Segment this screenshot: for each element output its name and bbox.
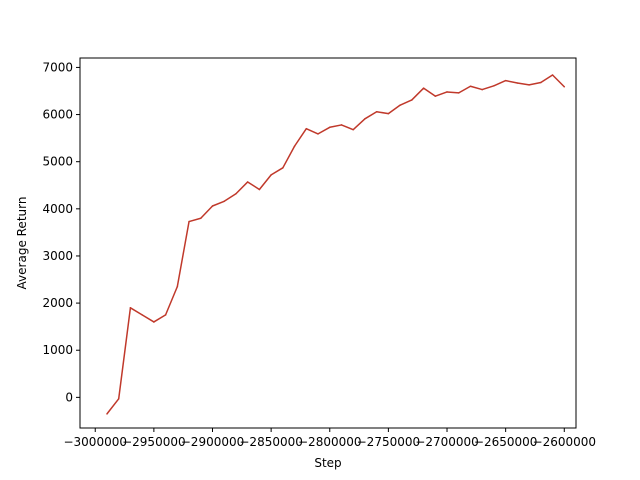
data-point xyxy=(246,181,249,183)
data-point xyxy=(305,127,308,130)
x-tick-label: −2800000 xyxy=(298,435,362,449)
data-point xyxy=(317,133,319,135)
data-point xyxy=(446,91,448,93)
data-point xyxy=(504,79,507,82)
x-tick-label: −2950000 xyxy=(122,435,186,449)
data-point xyxy=(364,118,366,120)
data-point xyxy=(223,200,225,203)
data-point xyxy=(141,314,143,316)
data-point xyxy=(106,413,108,415)
x-tick-label: −2650000 xyxy=(474,435,538,449)
data-point xyxy=(516,82,519,84)
data-point xyxy=(375,110,378,113)
data-point xyxy=(329,126,331,129)
data-point xyxy=(563,86,566,88)
data-point xyxy=(258,188,261,191)
data-point xyxy=(164,314,167,316)
data-point xyxy=(117,398,120,400)
data-point xyxy=(434,95,437,97)
data-point xyxy=(469,85,472,88)
y-tick-label: 6000 xyxy=(42,108,73,122)
x-tick-label: −3000000 xyxy=(63,435,127,449)
y-tick-label: 0 xyxy=(65,390,73,404)
data-point xyxy=(387,112,390,115)
data-point xyxy=(411,99,413,101)
x-axis-label: Step xyxy=(314,456,341,470)
data-point xyxy=(176,285,179,288)
data-point xyxy=(457,92,460,94)
series-line-average-return xyxy=(106,74,565,415)
data-point xyxy=(352,128,354,131)
x-tick-label: −2750000 xyxy=(357,435,421,449)
y-tick-label: 7000 xyxy=(42,60,73,74)
y-tick-label: 5000 xyxy=(42,155,73,169)
x-tick-label: −2700000 xyxy=(415,435,479,449)
data-point xyxy=(188,220,190,223)
data-point xyxy=(200,217,202,220)
data-point xyxy=(211,205,214,207)
plot-frame xyxy=(79,57,577,429)
data-point xyxy=(540,81,542,84)
y-tick-label: 2000 xyxy=(42,296,73,310)
data-point xyxy=(235,192,237,195)
x-tick-label: −2900000 xyxy=(181,435,245,449)
y-tick-label: 1000 xyxy=(42,343,73,357)
data-point xyxy=(481,88,483,91)
data-point xyxy=(153,321,155,323)
data-point xyxy=(282,167,284,169)
y-axis-label: Average Return xyxy=(15,197,29,290)
y-tick-label: 4000 xyxy=(42,202,73,216)
data-point xyxy=(293,145,296,147)
data-point xyxy=(340,124,343,126)
data-point xyxy=(528,84,530,86)
data-point xyxy=(422,87,425,89)
data-point xyxy=(129,307,132,309)
x-tick-label: −2850000 xyxy=(239,435,303,449)
data-point xyxy=(551,74,554,76)
x-tick-label: −2600000 xyxy=(533,435,597,449)
y-tick-label: 3000 xyxy=(42,249,73,263)
data-point xyxy=(493,85,495,87)
data-point xyxy=(270,174,272,176)
data-point xyxy=(399,104,401,106)
